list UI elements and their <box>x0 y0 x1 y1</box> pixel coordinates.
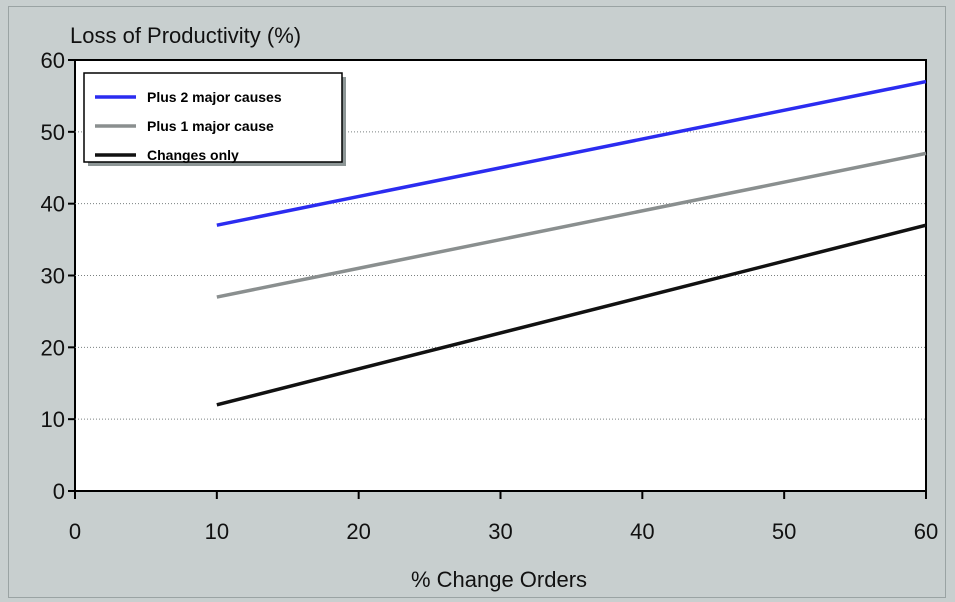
y-axis-title: Loss of Productivity (%) <box>70 23 301 48</box>
x-tick-label: 50 <box>772 519 796 544</box>
x-tick-label: 20 <box>346 519 370 544</box>
legend-label-3: Changes only <box>147 147 239 163</box>
x-tick-label: 0 <box>69 519 81 544</box>
x-tick-label: 60 <box>914 519 938 544</box>
y-tick-label: 30 <box>41 264 65 289</box>
series-line-3 <box>216 223 927 407</box>
axes: 0 10 20 30 40 50 60 0 10 20 30 40 50 60 <box>41 48 939 544</box>
y-tick-label: 60 <box>41 48 65 73</box>
y-tick-label: 40 <box>41 192 65 217</box>
legend-label-2: Plus 1 major cause <box>147 118 274 134</box>
legend-box <box>83 72 343 163</box>
y-tick-label: 10 <box>41 407 65 432</box>
legend-label-1: Plus 2 major causes <box>147 89 282 105</box>
series-lines <box>216 79 927 407</box>
x-axis-title: % Change Orders <box>411 567 587 592</box>
legend: Plus 2 major causes Plus 1 major cause Cha… <box>83 72 346 166</box>
series-line-1 <box>216 79 927 227</box>
y-tick-label: 50 <box>41 120 65 145</box>
y-tick-label: 20 <box>41 335 65 360</box>
x-tick-label: 30 <box>488 519 512 544</box>
x-tick-label: 10 <box>205 519 229 544</box>
y-tick-label: 0 <box>53 479 65 504</box>
x-tick-label: 40 <box>630 519 654 544</box>
series-line-2 <box>216 151 927 299</box>
